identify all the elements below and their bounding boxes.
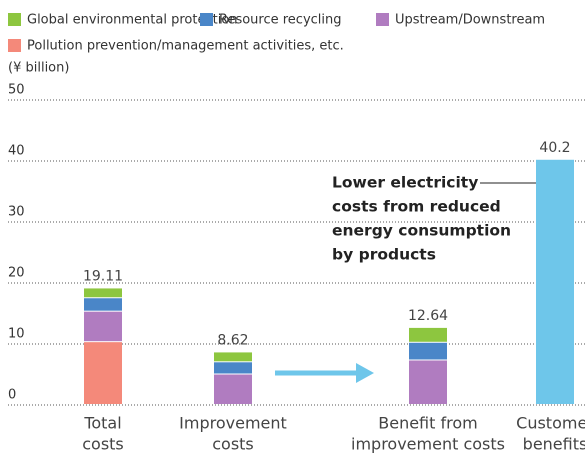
x-tick-label: costs: [212, 435, 254, 454]
x-tick-label: improvement costs: [351, 435, 505, 454]
bar-segment: [214, 362, 252, 374]
y-tick-label: 50: [8, 83, 25, 98]
bar-segment: [84, 311, 122, 342]
legend-swatch: [376, 13, 389, 26]
annotation: by products: [332, 246, 436, 264]
bar-segment: [409, 342, 447, 360]
bar-segment: [84, 288, 122, 298]
total-label: 8.62: [217, 332, 248, 348]
arrow-head: [356, 363, 374, 383]
y-axis-label: (¥ billion): [8, 61, 69, 76]
bar-segment: [409, 327, 447, 342]
legend-swatch: [8, 39, 21, 52]
bar-segment: [536, 159, 574, 404]
x-tick-label: Customer: [516, 414, 585, 433]
y-tick-label: 40: [8, 144, 25, 159]
y-tick-label: 30: [8, 205, 25, 220]
bar-segment: [84, 342, 122, 404]
x-tick-label: Total: [83, 414, 121, 433]
annotation: energy consumption: [332, 222, 511, 240]
bar-segment: [84, 298, 122, 311]
y-tick-label: 10: [8, 327, 25, 342]
legend-label: Resource recycling: [219, 13, 342, 28]
legend-label: Upstream/Downstream: [395, 13, 545, 28]
legend-swatch: [200, 13, 213, 26]
total-label: 19.11: [83, 268, 123, 284]
x-tick-label: benefits: [523, 435, 585, 454]
y-tick-label: 20: [8, 266, 25, 281]
legend-label: Pollution prevention/management activiti…: [27, 39, 344, 54]
annotation: costs from reduced: [332, 198, 501, 216]
bar-segment: [214, 374, 252, 404]
bar-segment: [409, 360, 447, 404]
legend-label: Global environmental protection: [27, 13, 238, 28]
x-tick-label: Benefit from: [378, 414, 477, 433]
x-tick-label: costs: [82, 435, 124, 454]
bar-segment: [214, 352, 252, 362]
total-label: 12.64: [408, 308, 448, 324]
legend-swatch: [8, 13, 21, 26]
total-label: 40.2: [539, 140, 570, 156]
y-tick-label: 0: [8, 388, 16, 403]
annotation: Lower electricity: [332, 174, 478, 192]
x-tick-label: Improvement: [179, 414, 287, 433]
